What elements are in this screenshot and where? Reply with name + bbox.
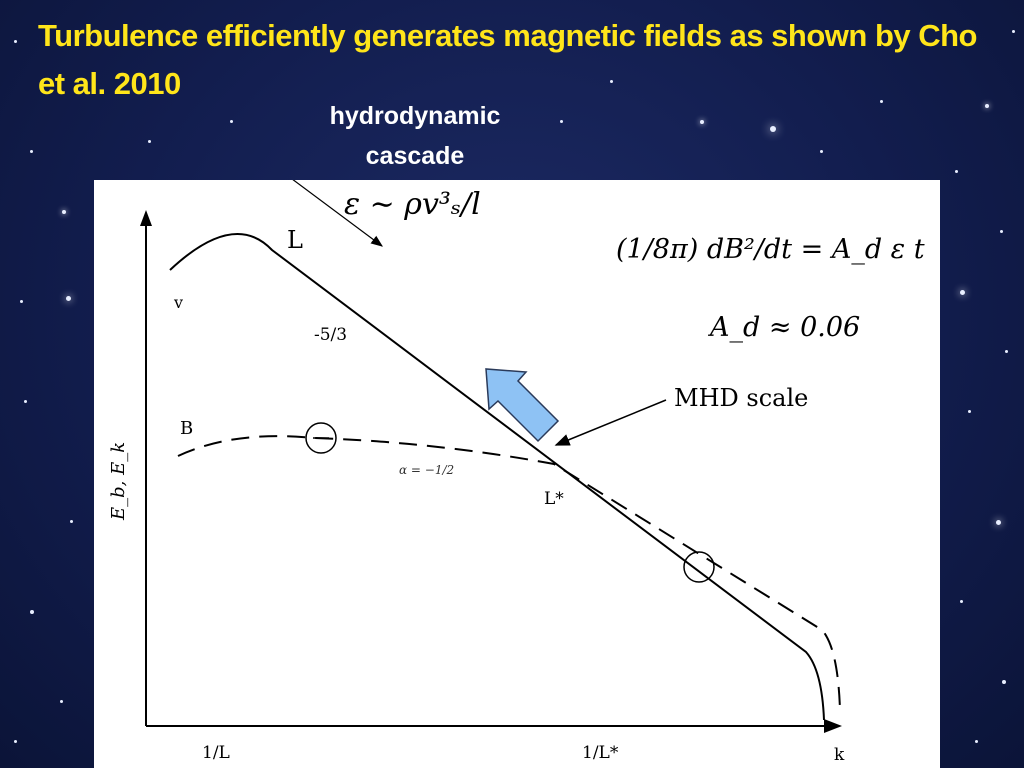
curve-v-label: v [173,293,183,312]
coefficient-formula: A_d ≈ 0.06 [707,312,860,343]
x-axis-arrowhead [824,719,842,733]
mhd-scale-pointer [554,399,667,446]
db-formula: (1/8π) dB²/dt = A_d ε t [616,234,925,265]
lstar-label: L* [544,489,564,509]
slope-label: -5/3 [314,325,347,345]
x-tick-1-over-Lstar: 1/L* [582,743,619,763]
curve-L-label: L [287,226,303,254]
inverse-transfer-arrow [485,368,560,443]
circle-marker [683,551,715,583]
mhd-scale-label: MHD scale [674,384,808,412]
figure-panel: ε ∼ ρv³ₛ/l (1/8π) dB²/dt = A_d ε t A_d ≈… [94,180,940,768]
y-axis-arrowhead [140,210,152,226]
magnetic-spectrum-curve [177,435,841,711]
cascade-label: hydrodynamic cascade [300,96,530,176]
cascade-pointer [292,180,383,247]
alpha-label: α = −1/2 [399,463,454,477]
curve-B-label: B [180,418,193,439]
slide-title: Turbulence efficiently generates magneti… [38,18,978,101]
y-axis-label: E_b, E_k [108,442,129,521]
x-tick-1-over-L: 1/L [202,743,230,763]
spectrum-diagram: ε ∼ ρv³ₛ/l (1/8π) dB²/dt = A_d ε t A_d ≈… [108,180,925,765]
cascade-label-line-2: cascade [365,142,465,170]
x-axis-k-label: k [834,745,845,765]
cascade-label-line-1: hydrodynamic [329,102,501,130]
minus-circle-marker [305,422,337,454]
epsilon-formula: ε ∼ ρv³ₛ/l [344,187,481,222]
velocity-spectrum-curve [169,233,825,721]
